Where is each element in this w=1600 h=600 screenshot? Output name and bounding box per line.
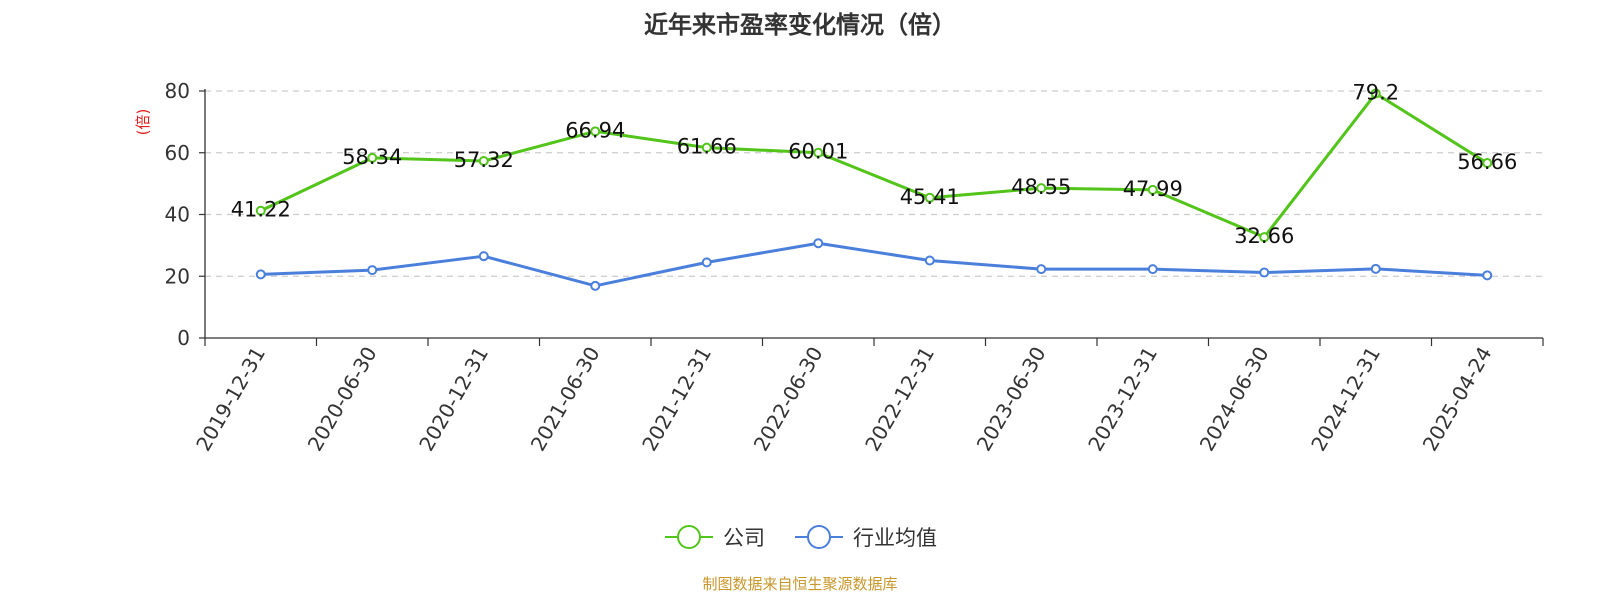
series-0-data-label-2: 57.32 [454,148,514,172]
series-1-point-7 [1036,264,1047,275]
series-0-point-1 [367,152,378,163]
series-0-point-7 [1036,183,1047,194]
legend-swatch-marker-1 [807,525,831,549]
series-0-data-label-11: 56.66 [1457,150,1517,174]
data-labels: 41.22 58.34 57.32 66.94 61.66 60.01 45.41 48.55… [231,80,1518,248]
series-0-point-3 [590,126,601,137]
series-1-point-10 [1370,263,1381,274]
series-1-point-2 [478,251,489,262]
series-lines [255,88,1493,291]
series-0-data-label-8: 47.99 [1123,177,1183,201]
series-0-data-label-3: 66.94 [565,118,625,142]
series-0-point-11 [1482,158,1493,169]
series-1-point-3 [590,280,601,291]
x-tick-label-9: 2024-06-30 [1195,343,1274,456]
series-0-data-label-0: 41.22 [231,198,291,222]
axes [199,89,1544,346]
series-1-point-5 [813,238,824,249]
series-0-data-label-10: 79.2 [1352,80,1399,104]
series-0-point-8 [1147,184,1158,195]
x-tick-label-3: 2021-06-30 [526,343,605,456]
x-tick-label-8: 2023-12-31 [1083,343,1162,456]
x-tick-label-2: 2020-12-31 [414,343,493,456]
series-1-point-11 [1482,270,1493,281]
y-tick-label-2: 40 [165,203,190,227]
legend-item-0[interactable]: 公司 [665,525,765,550]
y-axis-unit-label: (倍) [134,109,152,136]
x-tick-label-11: 2025-04-24 [1418,343,1497,456]
x-tick-label-0: 2019-12-31 [191,343,270,456]
series-0-data-label-9: 32.66 [1234,224,1294,248]
y-tick-label-1: 20 [165,264,190,288]
x-tick-label-5: 2022-06-30 [749,343,828,456]
y-tick-label-3: 60 [165,141,190,165]
series-line-0 [260,91,1489,239]
series-0-data-label-4: 61.66 [677,135,737,159]
x-tick-label-1: 2020-06-30 [303,343,382,456]
y-tick-label-0: 0 [177,326,190,350]
legend-label-0: 公司 [723,526,765,550]
series-1-point-8 [1147,264,1158,275]
series-1-point-0 [255,269,266,280]
series-1-point-6 [924,255,935,266]
series-0-point-10 [1370,88,1381,99]
series-1-point-1 [367,265,378,276]
series-0-point-9 [1259,232,1270,243]
series-0-point-5 [813,147,824,158]
y-tick-label-4: 80 [165,79,190,103]
source-note: 制图数据来自恒生聚源数据库 [702,575,897,593]
legend-label-1: 行业均值 [853,526,937,550]
series-0-data-label-7: 48.55 [1011,175,1071,199]
series-1-point-9 [1259,267,1270,278]
series-0-data-label-5: 60.01 [788,140,848,164]
series-0-point-0 [255,205,266,216]
x-tick-label-6: 2022-12-31 [860,343,939,456]
series-0-data-label-1: 58.34 [342,145,402,169]
x-tick-label-7: 2023-06-30 [972,343,1051,456]
x-tick-label-4: 2021-12-31 [637,343,716,456]
x-tick-labels: 2019-12-31 2020-06-30 2020-12-31 2021-06-30… [191,343,1496,456]
series-1-point-4 [701,257,712,268]
chart-title: 近年来市盈率变化情况（倍） [644,11,956,39]
series-0-point-2 [478,156,489,167]
legend-swatch-marker-0 [677,525,701,549]
y-tick-labels: 0 20 40 60 80 [165,79,190,350]
x-tick-label-10: 2024-12-31 [1306,343,1385,456]
series-0-data-label-6: 45.41 [900,185,960,209]
series-0-point-4 [701,142,712,153]
series-line-1 [260,241,1488,288]
legend-item-1[interactable]: 行业均值 [795,525,937,550]
legend[interactable]: 公司 行业均值 [665,525,937,550]
grid-lines [205,90,1543,277]
series-0-point-6 [924,192,935,203]
